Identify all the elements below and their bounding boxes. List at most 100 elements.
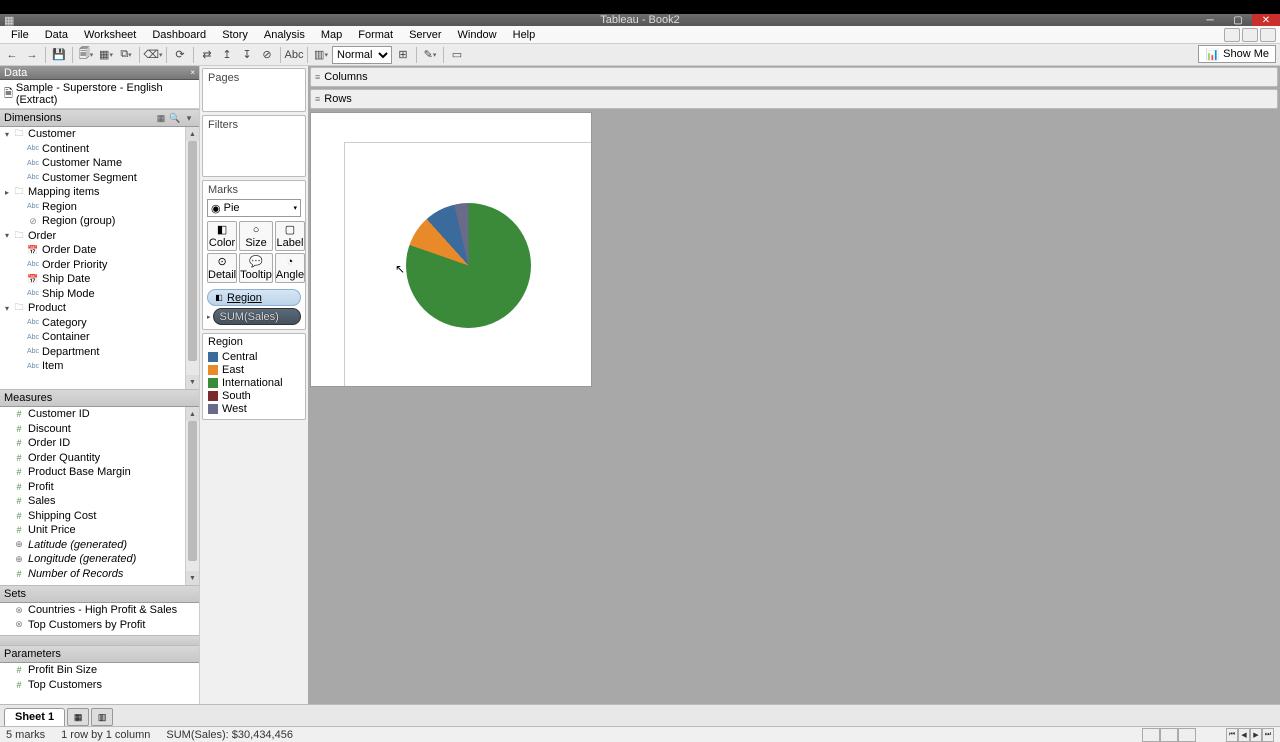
marks-detail-button[interactable]: ⊙Detail bbox=[207, 253, 237, 283]
nav-prev[interactable]: ◀ bbox=[1238, 728, 1250, 742]
label-button[interactable]: Abc bbox=[285, 46, 303, 64]
close-button[interactable]: ✕ bbox=[1252, 14, 1280, 26]
tree-item[interactable]: #Order ID bbox=[0, 436, 199, 451]
menu-data[interactable]: Data bbox=[38, 27, 75, 43]
tree-item[interactable]: #Number of Records bbox=[0, 567, 199, 582]
show-me-button[interactable]: 📊 Show Me bbox=[1198, 45, 1276, 63]
tree-item[interactable]: #Sales bbox=[0, 494, 199, 509]
tree-item[interactable]: #Profit bbox=[0, 480, 199, 495]
pages-shelf[interactable]: Pages bbox=[202, 68, 306, 112]
legend-item[interactable]: West bbox=[208, 402, 300, 415]
sales-pill[interactable]: SUM(Sales) bbox=[213, 308, 301, 325]
tree-item[interactable]: AbcOrder Priority bbox=[0, 258, 199, 273]
menu-file[interactable]: File bbox=[4, 27, 36, 43]
tree-item[interactable]: #Discount bbox=[0, 422, 199, 437]
visualization[interactable]: ↖ bbox=[310, 112, 592, 387]
sheet-tab[interactable]: Sheet 1 bbox=[4, 708, 65, 726]
presentation-mode-button[interactable] bbox=[1224, 28, 1240, 42]
fit-select[interactable]: Normal bbox=[332, 46, 392, 64]
menu-server[interactable]: Server bbox=[402, 27, 448, 43]
datasource[interactable]: 🗎 Sample - Superstore - English (Extract… bbox=[0, 80, 199, 109]
nav-last[interactable]: ⏭ bbox=[1262, 728, 1274, 742]
marks-tooltip-button[interactable]: 💬Tooltip bbox=[239, 253, 273, 283]
toggle-cards-button[interactable] bbox=[1242, 28, 1258, 42]
marks-angle-button[interactable]: ◔Angle bbox=[275, 253, 305, 283]
find-icon[interactable]: 🔍 bbox=[169, 112, 181, 124]
menu-help[interactable]: Help bbox=[506, 27, 543, 43]
menu-map[interactable]: Map bbox=[314, 27, 349, 43]
dimensions-scrollbar[interactable]: ▲ ▼ bbox=[185, 127, 199, 389]
rows-shelf[interactable]: ≡ Rows bbox=[310, 89, 1278, 109]
marks-size-button[interactable]: ○Size bbox=[239, 221, 273, 251]
tree-item[interactable]: AbcDepartment bbox=[0, 345, 199, 360]
nav-next[interactable]: ▶ bbox=[1250, 728, 1262, 742]
legend-item[interactable]: East bbox=[208, 363, 300, 376]
menu-icon[interactable]: ▾ bbox=[183, 112, 195, 124]
menu-story[interactable]: Story bbox=[215, 27, 255, 43]
fix-axes-button[interactable]: ⊞ bbox=[394, 46, 412, 64]
tree-item[interactable]: ⊗Countries - High Profit & Sales bbox=[0, 603, 199, 618]
menu-format[interactable]: Format bbox=[351, 27, 400, 43]
region-pill[interactable]: ◧ Region bbox=[207, 289, 301, 306]
status-box-3[interactable] bbox=[1178, 728, 1196, 742]
tree-item[interactable]: #Profit Bin Size bbox=[0, 663, 199, 678]
status-box-2[interactable] bbox=[1160, 728, 1178, 742]
tree-item[interactable]: ⊕Latitude (generated) bbox=[0, 538, 199, 553]
measures-scrollbar[interactable]: ▲ ▼ bbox=[185, 407, 199, 585]
tree-item[interactable]: AbcCustomer Name bbox=[0, 156, 199, 171]
clear-button[interactable]: ⌫▾ bbox=[144, 46, 162, 64]
tree-item[interactable]: ⊘Region (group) bbox=[0, 214, 199, 229]
fullscreen-button[interactable] bbox=[1260, 28, 1276, 42]
group-button[interactable]: ⊘ bbox=[258, 46, 276, 64]
sort-desc-button[interactable]: ↧ bbox=[238, 46, 256, 64]
tree-item[interactable]: ▾🗀Order bbox=[0, 229, 199, 244]
tree-item[interactable]: AbcCustomer Segment bbox=[0, 171, 199, 186]
tree-item[interactable]: ⊕Longitude (generated) bbox=[0, 552, 199, 567]
tree-item[interactable]: 📅Order Date bbox=[0, 243, 199, 258]
tree-item[interactable]: 📅Ship Date bbox=[0, 272, 199, 287]
tree-item[interactable]: #Product Base Margin bbox=[0, 465, 199, 480]
new-dashboard-tab-button[interactable]: ▥ bbox=[91, 708, 113, 726]
filters-shelf[interactable]: Filters bbox=[202, 115, 306, 177]
tree-item[interactable]: AbcItem bbox=[0, 359, 199, 374]
menu-analysis[interactable]: Analysis bbox=[257, 27, 312, 43]
swap-button[interactable]: ⇄ bbox=[198, 46, 216, 64]
status-box-1[interactable] bbox=[1142, 728, 1160, 742]
view-cards-button[interactable]: ▥▾ bbox=[312, 46, 330, 64]
marks-color-button[interactable]: ◧Color bbox=[207, 221, 237, 251]
legend-item[interactable]: Central bbox=[208, 350, 300, 363]
tree-item[interactable]: #Top Customers bbox=[0, 678, 199, 693]
menu-worksheet[interactable]: Worksheet bbox=[77, 27, 143, 43]
tree-item[interactable]: AbcCategory bbox=[0, 316, 199, 331]
legend-item[interactable]: South bbox=[208, 389, 300, 402]
tree-item[interactable]: #Shipping Cost bbox=[0, 509, 199, 524]
pill-expand-icon[interactable]: ▸ bbox=[207, 313, 211, 321]
connect-data-button[interactable]: 🗐▾ bbox=[77, 46, 95, 64]
sort-asc-button[interactable]: ↥ bbox=[218, 46, 236, 64]
tree-item[interactable]: AbcRegion bbox=[0, 200, 199, 215]
menu-dashboard[interactable]: Dashboard bbox=[145, 27, 213, 43]
marks-label-button[interactable]: ▢Label bbox=[275, 221, 305, 251]
nav-first[interactable]: ⏮ bbox=[1226, 728, 1238, 742]
forward-button[interactable]: → bbox=[23, 46, 41, 64]
tree-item[interactable]: ▾🗀Customer bbox=[0, 127, 199, 142]
presentation-button[interactable]: ▭ bbox=[448, 46, 466, 64]
tree-item[interactable]: AbcShip Mode bbox=[0, 287, 199, 302]
menu-window[interactable]: Window bbox=[451, 27, 504, 43]
new-worksheet-tab-button[interactable]: ▦ bbox=[67, 708, 89, 726]
tree-item[interactable]: #Customer ID bbox=[0, 407, 199, 422]
auto-update-button[interactable]: ⟳ bbox=[171, 46, 189, 64]
columns-shelf[interactable]: ≡ Columns bbox=[310, 67, 1278, 87]
maximize-button[interactable]: ▢ bbox=[1224, 14, 1252, 26]
tree-item[interactable]: #Unit Price bbox=[0, 523, 199, 538]
mark-type-select[interactable]: ◉ Pie ▾ bbox=[207, 199, 301, 217]
highlight-button[interactable]: ✎▾ bbox=[421, 46, 439, 64]
new-worksheet-button[interactable]: ▦▾ bbox=[97, 46, 115, 64]
pie-chart[interactable] bbox=[406, 203, 531, 328]
data-tab[interactable]: Data× bbox=[0, 66, 199, 80]
duplicate-button[interactable]: ⧉▾ bbox=[117, 46, 135, 64]
save-button[interactable]: 💾 bbox=[50, 46, 68, 64]
tree-item[interactable]: #Order Quantity bbox=[0, 451, 199, 466]
back-button[interactable]: ← bbox=[3, 46, 21, 64]
tree-item[interactable]: ▾🗀Product bbox=[0, 301, 199, 316]
